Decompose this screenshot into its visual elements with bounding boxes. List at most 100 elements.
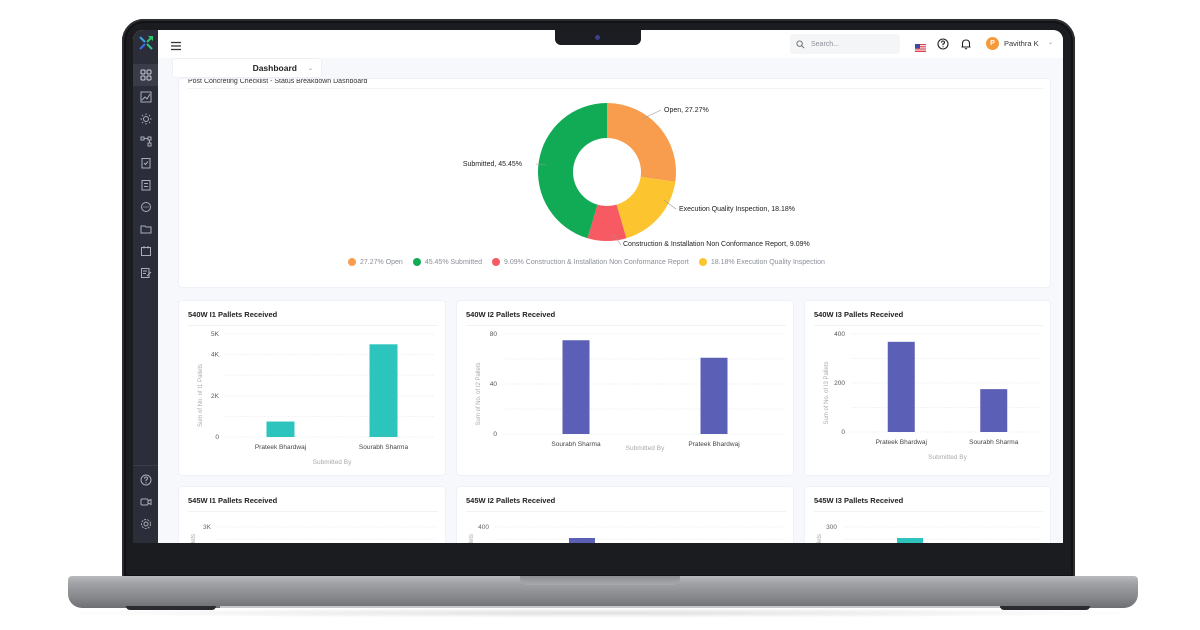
bar[interactable] bbox=[980, 389, 1008, 432]
x-tick-label: Sourabh Sharma bbox=[969, 439, 1019, 446]
sidebar-item-chat[interactable] bbox=[133, 196, 158, 218]
y-tick-label: 5K bbox=[211, 331, 220, 338]
checklist-clipboard-icon bbox=[141, 158, 150, 169]
sun-settings-icon bbox=[140, 113, 151, 125]
sidebar-bottom bbox=[133, 465, 158, 535]
sidebar-item-forms[interactable] bbox=[133, 262, 158, 284]
sidebar-item-folder[interactable] bbox=[133, 218, 158, 240]
y-tick-label: 4K bbox=[211, 352, 220, 359]
bar-chart[interactable]: 0 40 80 Sourabh Sharma Prateek Bhardwaj Submi… bbox=[457, 301, 795, 477]
sidebar-item-video[interactable] bbox=[133, 491, 158, 513]
y-tick-label: 200 bbox=[834, 380, 845, 387]
sidebar-item-analytics[interactable] bbox=[133, 86, 158, 108]
donut-slice[interactable] bbox=[587, 204, 627, 241]
y-tick-label: 400 bbox=[834, 331, 845, 338]
svg-text:400: 400 bbox=[478, 524, 489, 531]
x-tick-label: Prateek Bhardwaj bbox=[688, 441, 739, 448]
y-axis-label: Sum of No. of I1 Pallets bbox=[198, 364, 204, 427]
bar[interactable] bbox=[700, 357, 728, 434]
video-icon bbox=[140, 498, 151, 506]
hamburger-menu-icon[interactable] bbox=[170, 38, 182, 51]
slice-label: Construction & Installation Non Conforma… bbox=[623, 241, 810, 248]
y-axis-label: Sum of No. of I3 Pallets bbox=[824, 361, 830, 424]
legend-item-eqi[interactable]: 18.18% Execution Quality Inspection bbox=[698, 258, 825, 266]
notification-bell-icon[interactable] bbox=[960, 37, 972, 50]
search-input[interactable]: Search... bbox=[790, 34, 900, 54]
y-tick-label: 0 bbox=[493, 431, 497, 438]
legend-dot-icon bbox=[698, 258, 707, 266]
bar-chart-card-540w-i3: 540W I3 Pallets Received 0 200 400 Prateek … bbox=[804, 300, 1051, 476]
donut-slice[interactable] bbox=[538, 103, 607, 239]
help-icon[interactable] bbox=[937, 37, 949, 50]
divider bbox=[466, 325, 786, 326]
x-axis-label: Submitted By bbox=[626, 445, 665, 452]
bar[interactable] bbox=[266, 421, 295, 437]
x-tick-label: Prateek Bhardwaj bbox=[255, 444, 306, 451]
bar-chart[interactable]: 0 200 400 Prateek Bhardwaj Sourabh Sharma Sub… bbox=[805, 301, 1052, 477]
laptop-shadow bbox=[40, 608, 1160, 618]
donut-slice[interactable] bbox=[616, 176, 676, 239]
folder-icon bbox=[140, 225, 151, 234]
chart-title: 545W I1 Pallets Received bbox=[188, 496, 278, 505]
donut-chart[interactable]: Open, 27.27% Submitted, 45.45% Execution Q… bbox=[179, 79, 1052, 289]
sidebar-item-checklist[interactable] bbox=[133, 152, 158, 174]
y-tick-label: 80 bbox=[490, 331, 498, 338]
sidebar-nav bbox=[133, 64, 158, 284]
user-name[interactable]: Pavithra K bbox=[1004, 39, 1039, 48]
laptop-foot-right bbox=[1000, 606, 1090, 610]
chevron-down-icon: ⌄ bbox=[307, 65, 313, 72]
user-avatar[interactable]: P bbox=[986, 37, 999, 50]
bar-chart[interactable]: 400Sum of No. of I2 Pallets bbox=[457, 487, 795, 543]
bar[interactable] bbox=[887, 341, 915, 432]
sidebar-item-dashboard[interactable] bbox=[133, 64, 158, 86]
dashboard-select[interactable]: Dashboard ⌄ bbox=[172, 58, 322, 78]
svg-text:Sum of No. of I2 Pallets: Sum of No. of I2 Pallets bbox=[469, 534, 475, 543]
sidebar-item-calendar[interactable] bbox=[133, 240, 158, 262]
legend-item-submitted[interactable]: 45.45% Submitted bbox=[412, 258, 482, 266]
divider bbox=[188, 511, 438, 512]
x-tick-label: Prateek Bhardwaj bbox=[876, 439, 927, 446]
legend-item-ncr[interactable]: 9.09% Construction & Installation Non Co… bbox=[492, 258, 689, 266]
sidebar-item-sun-settings[interactable] bbox=[133, 108, 158, 130]
svg-text:Sum of No. of I3 Pallets: Sum of No. of I3 Pallets bbox=[817, 534, 823, 543]
sidebar-item-task-list[interactable] bbox=[133, 174, 158, 196]
workflow-icon bbox=[140, 136, 151, 147]
bar-chart-card-540w-i2: 540W I2 Pallets Received 0 40 80 Sourabh Sh… bbox=[456, 300, 794, 476]
divider bbox=[188, 325, 438, 326]
bar[interactable] bbox=[369, 344, 398, 437]
bar-chart-card-545w-i2: 545W I2 Pallets Received 400Sum of No. o… bbox=[456, 486, 794, 543]
x-axis-label: Submitted By bbox=[313, 459, 352, 466]
bar[interactable] bbox=[562, 340, 590, 434]
camera-icon bbox=[595, 35, 600, 40]
chart-title: 540W I1 Pallets Received bbox=[188, 310, 278, 319]
x-tick-label: Sourabh Sharma bbox=[551, 441, 601, 448]
us-flag-icon[interactable] bbox=[915, 39, 926, 52]
legend-item-open[interactable]: 27.27% Open bbox=[348, 258, 403, 266]
calendar-icon bbox=[140, 246, 151, 256]
logo-icon[interactable] bbox=[137, 34, 155, 52]
divider bbox=[814, 325, 1043, 326]
chevron-down-icon[interactable]: ⌄ bbox=[1048, 40, 1054, 46]
sidebar-item-settings[interactable] bbox=[133, 513, 158, 535]
sidebar-item-help[interactable] bbox=[133, 469, 158, 491]
svg-text:300: 300 bbox=[826, 524, 837, 531]
sidebar-item-workflow[interactable] bbox=[133, 130, 158, 152]
bar-chart[interactable]: 300Sum of No. of I3 Pallets bbox=[805, 487, 1052, 543]
donut-slice[interactable] bbox=[607, 103, 676, 182]
laptop-base-notch bbox=[520, 576, 680, 585]
y-axis-label: Sum of No. of I2 Pallets bbox=[476, 362, 482, 425]
bar-chart[interactable]: 3K Sum of No. of I1 Pallets bbox=[179, 487, 447, 543]
legend-dot-icon bbox=[348, 258, 356, 266]
help-icon bbox=[140, 474, 151, 486]
sidebar bbox=[133, 30, 158, 543]
bar-chart[interactable]: 0 2K 4K 5K Prateek Bhardwaj Sourabh Sharma Sub… bbox=[179, 301, 447, 477]
app-screen: Search... P Pavithra K ⌄ Dashboard ⌄ Po bbox=[133, 30, 1063, 543]
bar-chart-card-545w-i1: 545W I1 Pallets Received 3K Sum of No. of… bbox=[178, 486, 446, 543]
settings-icon bbox=[140, 519, 151, 529]
status-breakdown-card: Post Concreting Checklist - Status Break… bbox=[178, 78, 1051, 288]
chart-title: 540W I2 Pallets Received bbox=[466, 310, 556, 319]
divider bbox=[188, 88, 1043, 89]
slice-label: Execution Quality Inspection, 18.18% bbox=[679, 206, 795, 213]
y-tick-label: 2K bbox=[211, 393, 220, 400]
task-list-icon bbox=[141, 180, 150, 191]
